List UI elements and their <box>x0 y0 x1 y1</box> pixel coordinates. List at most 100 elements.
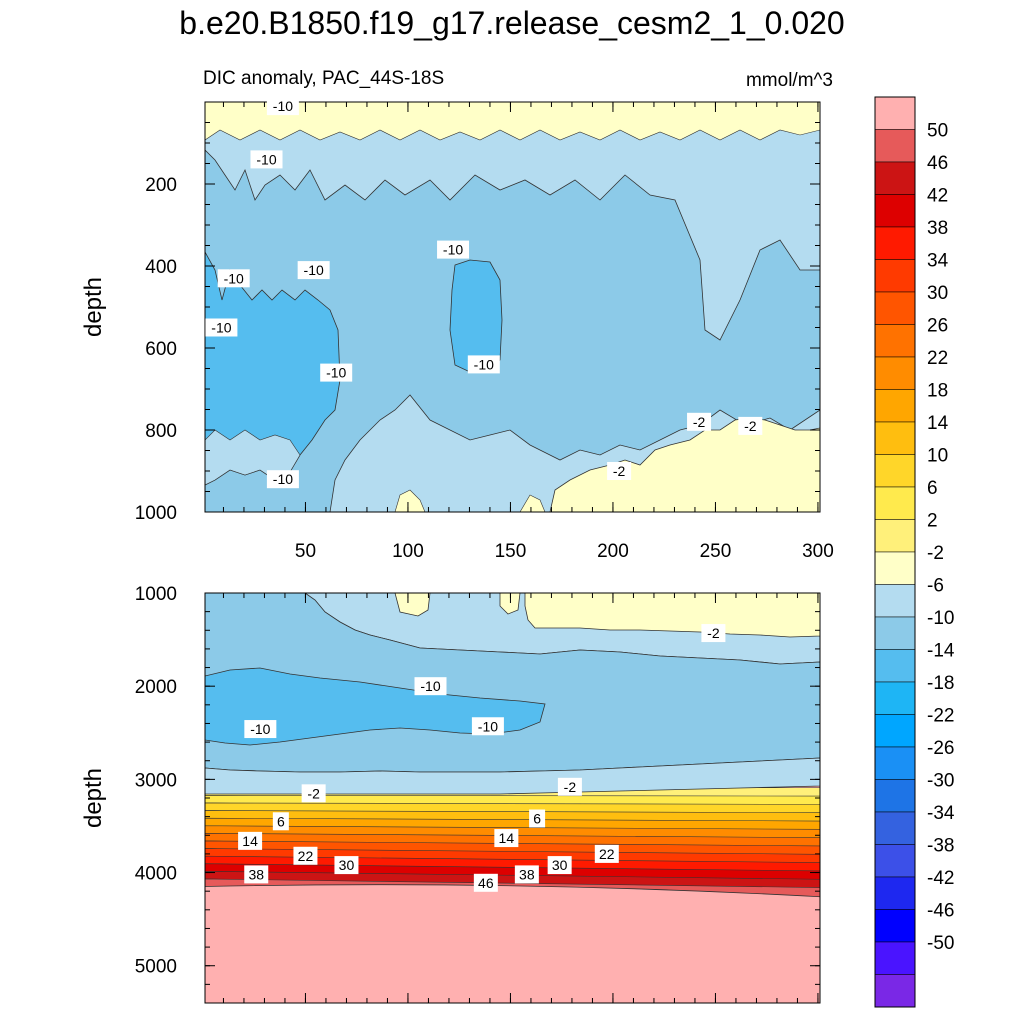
contour-label: -10 <box>320 363 353 382</box>
colorbar-swatch <box>874 811 916 845</box>
colorbar-swatch <box>874 356 916 390</box>
lower-ylabel: depth <box>80 768 107 828</box>
svg-text:30: 30 <box>339 857 355 873</box>
contour-label: -2 <box>738 416 763 435</box>
x-tick-label: 200 <box>597 541 629 562</box>
y-tick-label: 600 <box>145 339 177 360</box>
contour-label: -10 <box>266 97 299 116</box>
svg-text:-2: -2 <box>564 779 577 795</box>
lower-region-minus2 <box>205 757 820 795</box>
y-tick-label: 4000 <box>135 864 177 885</box>
colorbar-label: 34 <box>927 251 949 272</box>
lower-bands <box>205 787 820 1003</box>
contour-label: -2 <box>607 462 632 480</box>
svg-text:38: 38 <box>248 866 264 882</box>
colorbar: 50 46 42 38 34 30 26 22 18 14 10 6 2 -2 -6 -10 -14 -18 -22… <box>874 96 955 1008</box>
y-tick-label: 3000 <box>135 770 177 791</box>
colorbar-swatch <box>874 421 916 455</box>
colorbar-swatch <box>874 291 916 325</box>
svg-text:-10: -10 <box>478 718 498 734</box>
y-tick-label: 5000 <box>135 957 177 978</box>
svg-text:-2: -2 <box>707 625 720 641</box>
upper-contour-labels: -10 -10 -10 -10 -10 -10 -10 -10 -10 -2 -2 -2 <box>205 97 763 489</box>
contour-label: -10 <box>217 269 250 288</box>
colorbar-label: 18 <box>927 381 948 402</box>
colorbar-label: 10 <box>927 446 948 467</box>
colorbar-swatch <box>874 876 916 910</box>
contour-label: -10 <box>205 318 238 337</box>
contour-label: -10 <box>467 355 500 374</box>
contour-label: 22 <box>594 844 619 863</box>
contour-label: 14 <box>238 831 263 850</box>
contour-label: 14 <box>494 829 519 848</box>
colorbar-label: 42 <box>927 186 948 207</box>
lower-panel: 1000 2000 3000 4000 5000 -10 -10 -10 -2 -2 -2 6 6 14… <box>80 584 821 1004</box>
y-tick-label: 2000 <box>135 677 177 698</box>
colorbar-swatch <box>874 779 916 813</box>
colorbar-label: -50 <box>927 933 954 954</box>
colorbar-swatch <box>874 714 916 748</box>
colorbar-swatch <box>874 584 916 618</box>
contour-label: 6 <box>529 809 546 828</box>
colorbar-swatch <box>874 226 916 260</box>
colorbar-swatch <box>874 259 916 293</box>
colorbar-label: 38 <box>927 218 948 239</box>
colorbar-swatch <box>874 194 916 228</box>
contour-label: 6 <box>272 812 289 831</box>
x-tick-label: 50 <box>295 541 316 562</box>
upper-ylabel: depth <box>80 277 107 337</box>
colorbar-swatch <box>874 519 916 553</box>
colorbar-label: 26 <box>927 316 948 337</box>
svg-text:-10: -10 <box>304 262 324 278</box>
upper-region-yellow-bits <box>394 489 546 512</box>
contour-label: -2 <box>701 624 726 643</box>
colorbar-label: -42 <box>927 868 954 889</box>
colorbar-swatch <box>874 161 916 195</box>
upper-x-ticks: 50 100 150 200 250 300 <box>222 102 834 562</box>
colorbar-label: 22 <box>927 348 948 369</box>
colorbar-label: -22 <box>927 706 954 727</box>
svg-text:22: 22 <box>298 848 314 864</box>
lower-x-ticks <box>222 593 819 1003</box>
svg-text:6: 6 <box>533 811 541 827</box>
colorbar-label: -34 <box>927 803 955 824</box>
svg-text:-10: -10 <box>250 721 270 737</box>
contour-label: 22 <box>293 846 318 865</box>
contour-label: -10 <box>250 150 283 169</box>
lower-region-minus14 <box>205 667 546 746</box>
lower-region-deep <box>205 884 820 1003</box>
lower-contour-labels: -10 -10 -10 -2 -2 -2 6 6 14 14 22 22 30 30 38 38 46 <box>238 624 726 892</box>
colorbar-label: 6 <box>927 478 938 499</box>
upper-region-minus14-mid <box>449 259 503 373</box>
svg-text:30: 30 <box>552 857 568 873</box>
colorbar-swatch <box>874 909 916 943</box>
colorbar-label: 30 <box>927 283 948 304</box>
colorbar-swatch <box>874 844 916 878</box>
colorbar-label: -46 <box>927 901 954 922</box>
colorbar-label: 46 <box>927 153 948 174</box>
contour-label: -2 <box>301 784 326 803</box>
svg-text:14: 14 <box>499 830 515 846</box>
contour-label: 46 <box>473 873 498 892</box>
contour-label: -2 <box>557 777 582 796</box>
colorbar-swatch <box>874 974 916 1008</box>
colorbar-swatch <box>874 551 916 585</box>
chart-title: b.e20.B1850.f19_g17.release_cesm2_1_0.02… <box>179 5 844 41</box>
colorbar-label: -10 <box>927 608 954 629</box>
svg-text:-2: -2 <box>693 414 706 430</box>
contour-label: -10 <box>437 240 470 259</box>
colorbar-swatch <box>874 486 916 520</box>
colorbar-swatch <box>874 129 916 163</box>
contour-label: -10 <box>471 717 504 736</box>
colorbar-swatch <box>874 681 916 715</box>
colorbar-label: -2 <box>927 543 944 564</box>
x-tick-label: 300 <box>802 541 834 562</box>
colorbar-label: -18 <box>927 673 954 694</box>
colorbar-swatch <box>874 96 916 130</box>
svg-text:-2: -2 <box>613 463 626 479</box>
y-tick-label: 400 <box>145 257 177 278</box>
contour-label: 38 <box>514 865 539 884</box>
svg-text:14: 14 <box>242 833 258 849</box>
colorbar-swatch <box>874 616 916 650</box>
